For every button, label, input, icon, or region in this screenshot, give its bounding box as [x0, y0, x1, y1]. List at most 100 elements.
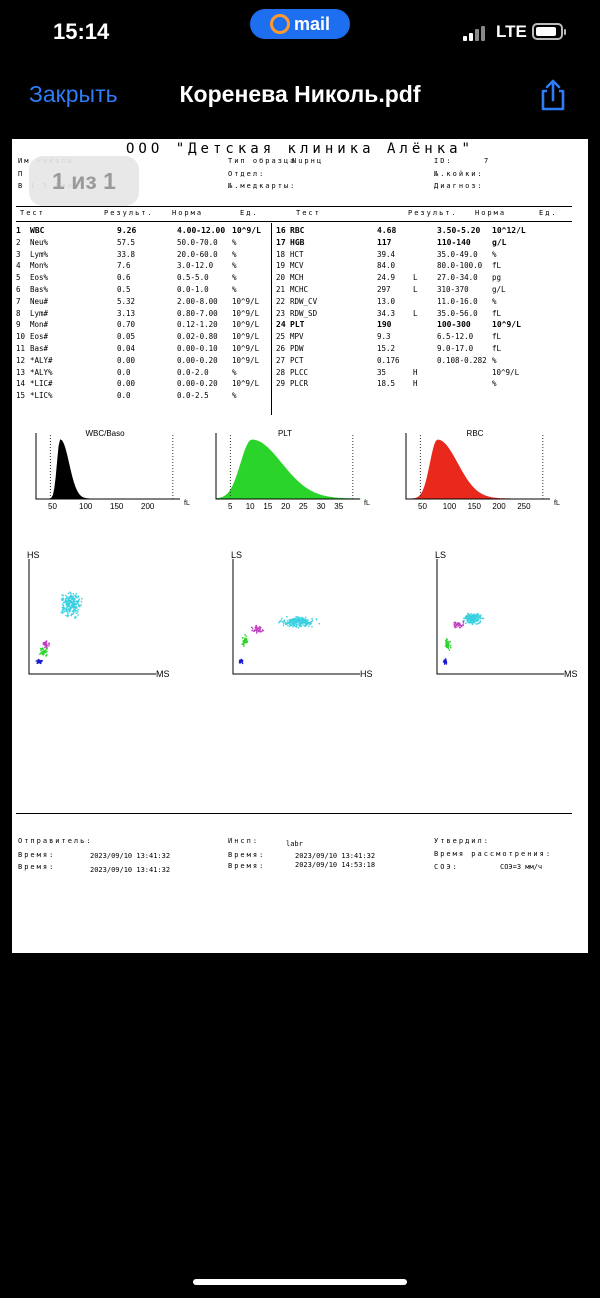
scatter-point: [453, 622, 455, 624]
scatter-point: [454, 626, 456, 629]
scatter-point: [458, 622, 460, 624]
histogram: RBC 50 100 150 200 250 fL: [400, 429, 570, 513]
scatter-point: [305, 620, 307, 622]
clinic-title: ООО "Детская клиника Алёнка": [125, 141, 474, 157]
scatter-point: [303, 621, 306, 623]
scatter-point: [39, 661, 41, 663]
scatter-point: [309, 622, 311, 624]
scatter-axis: [436, 559, 564, 675]
cell-name: Mon#: [30, 320, 49, 330]
scatter-point: [71, 596, 73, 598]
scatter-point: [80, 604, 82, 606]
scatter-point: [297, 619, 299, 621]
scatter-point: [307, 619, 309, 622]
scatter-point: [311, 619, 314, 622]
histogram-unit: fL: [364, 500, 370, 507]
scatter-point: [475, 617, 477, 619]
scatter-point: [302, 618, 305, 621]
scatter-point: [311, 620, 313, 623]
scatter-point: [243, 643, 245, 645]
scatter-point: [73, 599, 75, 601]
home-indicator[interactable]: [193, 1279, 407, 1285]
scatter-point: [473, 614, 475, 616]
divider: [16, 221, 572, 222]
scatter-point: [445, 662, 447, 664]
cell-val: 57.5: [117, 237, 136, 247]
share-icon[interactable]: [536, 78, 570, 112]
cell-name: PDW: [290, 344, 304, 353]
histogram-tick: 15: [263, 502, 272, 511]
column-header: Ед.: [539, 209, 558, 217]
cell-norm: 2.00-8.00: [177, 296, 218, 306]
scatter-point: [472, 619, 474, 622]
scatter-point: [470, 620, 472, 623]
cell-val: 0.70: [117, 320, 136, 330]
scatter-point: [42, 653, 45, 655]
time-value: 2023/09/10 14:53:18: [295, 861, 376, 869]
scatter-point: [62, 611, 64, 613]
scatter-point: [301, 619, 303, 622]
scatter-point: [77, 609, 79, 611]
scatter-point: [286, 623, 288, 625]
cell-n: 28: [276, 367, 286, 377]
cell-unit: fL: [492, 332, 502, 342]
cell-norm: 50.0-70.0: [177, 237, 218, 247]
cell-n: 15: [16, 391, 26, 401]
scatter-point: [39, 662, 42, 664]
scatter-point: [66, 596, 68, 598]
scatter-point: [466, 619, 468, 621]
scatter-point: [69, 608, 71, 610]
scatter-canvas: LS MS: [435, 550, 578, 679]
close-button[interactable]: Закрыть: [29, 81, 118, 107]
scatter-point: [447, 642, 449, 644]
scatter-point: [66, 615, 69, 618]
scatter-point: [75, 601, 77, 603]
scatter-point: [71, 598, 73, 601]
document-title: Коренева Николь.pdf: [179, 81, 421, 107]
pdf-page[interactable]: ООО "Детская клиника Алёнка" Им никольПВ…: [12, 139, 588, 953]
scatter-point: [280, 619, 282, 621]
cell-norm: 0.0-2.5: [177, 391, 209, 401]
scatter-point: [69, 596, 71, 598]
scatter-point: [297, 617, 300, 619]
cell-n: 14: [16, 379, 26, 389]
scatter-point: [283, 620, 285, 622]
scatter-point: [466, 615, 468, 617]
cell-flag: L: [413, 285, 418, 294]
cell-norm: 27.0-34.0: [437, 273, 478, 283]
scatter-point: [456, 626, 458, 628]
cell-name: RBC: [290, 226, 305, 235]
scatter-point: [456, 624, 458, 626]
cell-n: 20: [276, 273, 286, 283]
scatter-point: [257, 630, 259, 632]
scatter-point: [302, 619, 305, 621]
histogram: WBC/Baso 50 100 150 200 fL: [30, 429, 200, 513]
cell-unit: %: [492, 296, 497, 306]
scatter-point: [69, 591, 71, 593]
cell-norm: 35.0-49.0: [437, 249, 478, 259]
histogram-tick: 25: [299, 502, 308, 511]
column-header: Результ.: [104, 209, 154, 217]
scatter-point: [305, 622, 308, 624]
scatter-point: [67, 592, 70, 595]
cell-val: 18.5: [377, 379, 396, 389]
scatter-point: [305, 623, 308, 626]
cell-unit: pg: [492, 273, 502, 283]
scatter-point: [77, 596, 79, 598]
histogram-unit: fL: [184, 500, 190, 507]
cell-val: 0.0: [117, 391, 131, 401]
scatter-point: [44, 643, 46, 646]
scatter-point: [46, 651, 48, 653]
scatter-point: [74, 603, 76, 605]
histogram-tick: 50: [48, 502, 57, 511]
scatter-point: [476, 614, 478, 617]
scatter-point: [262, 629, 264, 631]
scatter-point: [294, 618, 297, 620]
scatter-point: [62, 594, 64, 597]
scatter-point: [43, 649, 45, 652]
mail-pill[interactable]: mail: [250, 9, 350, 39]
scatter-y-label: HS: [27, 550, 40, 560]
scatter-point: [62, 597, 64, 599]
scatter-point: [66, 606, 68, 608]
scatter-point: [67, 605, 69, 608]
